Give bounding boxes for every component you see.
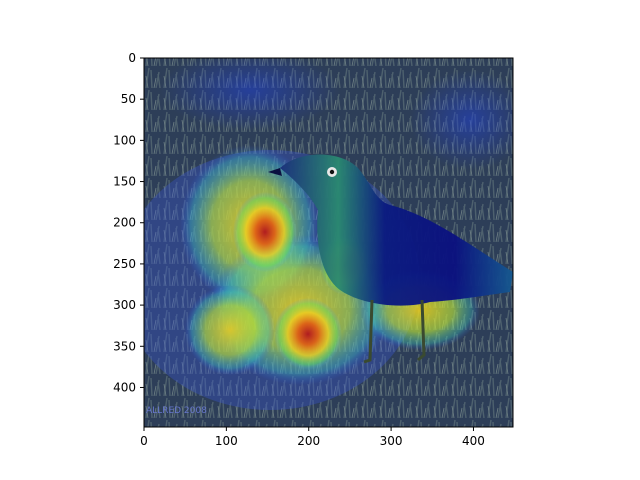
axes-frame xyxy=(143,57,514,428)
x-tick-label: 200 xyxy=(297,434,320,448)
y-tick-label: 400 xyxy=(113,380,136,394)
heatmap-image: ALLRED 2008 xyxy=(144,58,513,427)
y-tick-label: 350 xyxy=(113,339,136,353)
y-tick-label: 150 xyxy=(113,175,136,189)
y-tick-label: 100 xyxy=(113,133,136,147)
y-tick-label: 300 xyxy=(113,298,136,312)
x-axis: 0 100 200 300 400 xyxy=(140,427,485,448)
image-watermark: ALLRED 2008 xyxy=(146,406,207,416)
x-tick-label: 400 xyxy=(462,434,485,448)
y-tick-label: 250 xyxy=(113,257,136,271)
y-tick-label: 50 xyxy=(121,92,136,106)
x-tick-label: 300 xyxy=(380,434,403,448)
y-axis: 0 50 100 150 200 250 300 350 400 xyxy=(113,51,144,394)
bird-silhouette xyxy=(268,154,513,364)
y-tick-label: 0 xyxy=(128,51,136,65)
x-tick-label: 0 xyxy=(140,434,148,448)
y-tick-label: 200 xyxy=(113,216,136,230)
x-tick-label: 100 xyxy=(215,434,238,448)
